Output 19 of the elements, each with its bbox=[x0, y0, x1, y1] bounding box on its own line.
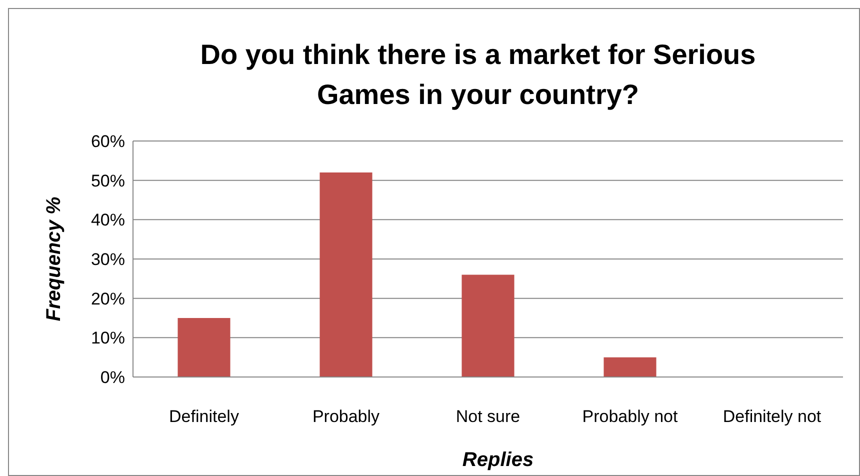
x-tick-label: Probably bbox=[312, 407, 380, 426]
y-tick-label: 30% bbox=[90, 250, 125, 269]
x-tick-label: Not sure bbox=[456, 407, 520, 426]
bar bbox=[604, 357, 656, 377]
y-tick-label: 60% bbox=[90, 132, 125, 151]
bar bbox=[462, 274, 514, 377]
x-tick-label: Definitely bbox=[169, 407, 240, 426]
x-tick-label: Definitely not bbox=[722, 407, 822, 426]
y-tick-label: 20% bbox=[90, 289, 125, 308]
y-tick-label: 10% bbox=[90, 328, 125, 348]
x-axis-title: Replies bbox=[462, 449, 534, 471]
x-tick-label: Probably not bbox=[582, 407, 678, 426]
y-tick-label: 40% bbox=[90, 210, 125, 230]
y-axis-title: Frequency % bbox=[43, 196, 65, 322]
bar bbox=[178, 318, 230, 377]
y-tick-label: 50% bbox=[90, 171, 125, 190]
y-tick-label: 0% bbox=[100, 368, 125, 387]
bar bbox=[320, 172, 372, 377]
chart-title: Do you think there is a market for Serious Games in your country? bbox=[200, 39, 756, 110]
